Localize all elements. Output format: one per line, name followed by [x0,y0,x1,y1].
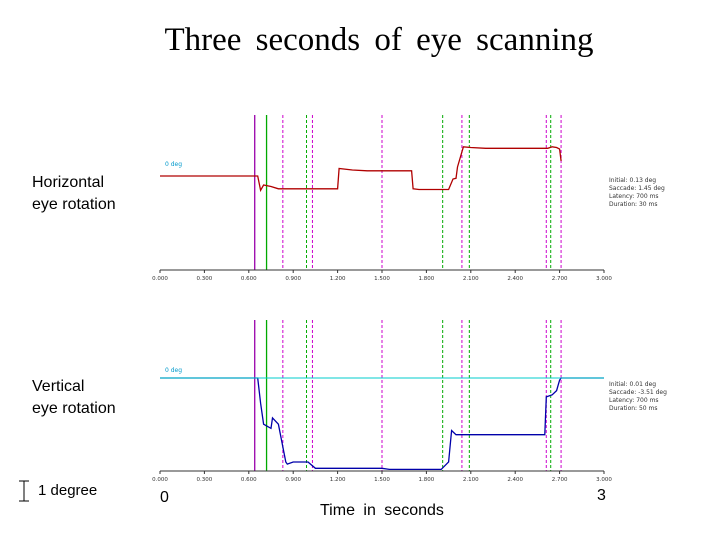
vertical-label-line1: Vertical [32,378,85,395]
vertical-tick-label-0: 0.000 [152,477,168,483]
horizontal-info-line-2: Latency: 700 ms [609,193,659,200]
horizontal-tick-label-8: 2.400 [507,276,523,282]
vertical-tick-label-3: 0.900 [285,477,301,483]
scale-bar-icon [19,480,29,502]
vertical-tick-label-10: 3.000 [596,477,612,483]
x-axis-title: Time in seconds [320,502,444,519]
vertical-tick-label-7: 2.100 [463,477,479,483]
horizontal-tick-label-4: 1.200 [330,276,346,282]
horizontal-label-line1: Horizontal [32,174,105,191]
vertical-tick-label-6: 1.800 [419,477,435,483]
horizontal-label-line2: eye rotation [32,196,116,213]
horizontal-tick-label-1: 0.300 [197,276,213,282]
horizontal-label: Horizontal eye rotation [32,172,116,216]
vertical-tick-label-8: 2.400 [507,477,523,483]
horizontal-info-line-0: Initial: 0.13 deg [609,177,656,184]
vertical-tick-label-9: 2.700 [552,477,568,483]
vertical-tick-label-1: 0.300 [197,477,213,483]
x-end-label: 3 [597,487,606,504]
vertical-info-line-2: Latency: 700 ms [609,397,659,404]
vertical-tick-label-2: 0.600 [241,477,257,483]
horizontal-tick-label-2: 0.600 [241,276,257,282]
vertical-reference-label: 0 deg [165,367,182,374]
vertical-tick-label-4: 1.200 [330,477,346,483]
horizontal-tick-label-6: 1.800 [419,276,435,282]
x-start-label: 0 [160,489,169,506]
horizontal-info-line-1: Saccade: 1.45 deg [609,185,665,192]
vertical-info-line-3: Duration: 50 ms [609,405,658,412]
chart-title: Three seconds of eye scanning [164,22,594,58]
vertical-series-0 [160,377,604,471]
vertical-info-line-1: Saccade: -3.51 deg [609,389,667,396]
vertical-tick-label-5: 1.500 [374,477,390,483]
scale-label: 1 degree [38,482,98,499]
vertical-info-line-0: Initial: 0.01 deg [609,381,656,388]
horizontal-tick-label-5: 1.500 [374,276,390,282]
horizontal-tick-label-9: 2.700 [552,276,568,282]
vertical-label-line2: eye rotation [32,400,116,417]
horizontal-tick-label-10: 3.000 [596,276,612,282]
horizontal-tick-label-3: 0.900 [285,276,301,282]
horizontal-tick-label-0: 0.000 [152,276,168,282]
horizontal-reference-label: 0 deg [165,161,182,168]
vertical-label: Vertical eye rotation [32,376,116,420]
horizontal-info-line-3: Duration: 30 ms [609,201,658,208]
horizontal-tick-label-7: 2.100 [463,276,479,282]
horizontal-series-0 [160,146,562,193]
